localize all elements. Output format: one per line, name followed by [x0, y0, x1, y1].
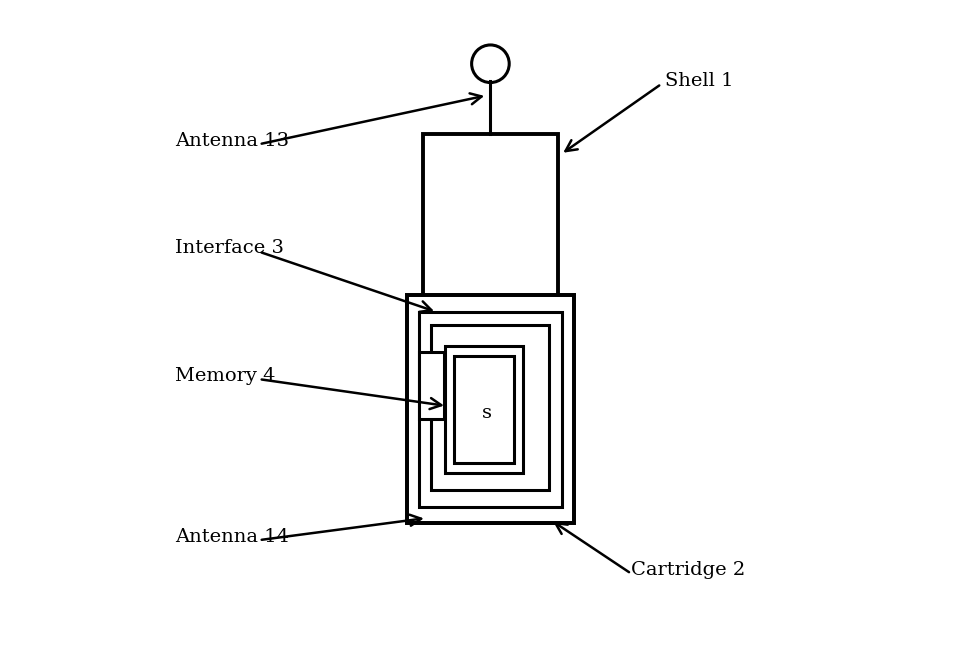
Text: s: s — [481, 404, 492, 421]
Text: Shell 1: Shell 1 — [664, 72, 733, 89]
Bar — [445, 346, 522, 473]
Text: Cartridge 2: Cartridge 2 — [631, 562, 745, 579]
Bar — [406, 295, 574, 523]
Bar — [418, 352, 444, 419]
Bar — [453, 356, 514, 463]
Bar — [423, 134, 557, 523]
Text: Antenna 13: Antenna 13 — [174, 132, 289, 150]
Text: Antenna 14: Antenna 14 — [174, 528, 289, 546]
Text: Interface 3: Interface 3 — [174, 240, 284, 257]
Bar — [418, 312, 561, 507]
Text: Memory 4: Memory 4 — [174, 367, 275, 384]
Bar — [431, 325, 549, 490]
